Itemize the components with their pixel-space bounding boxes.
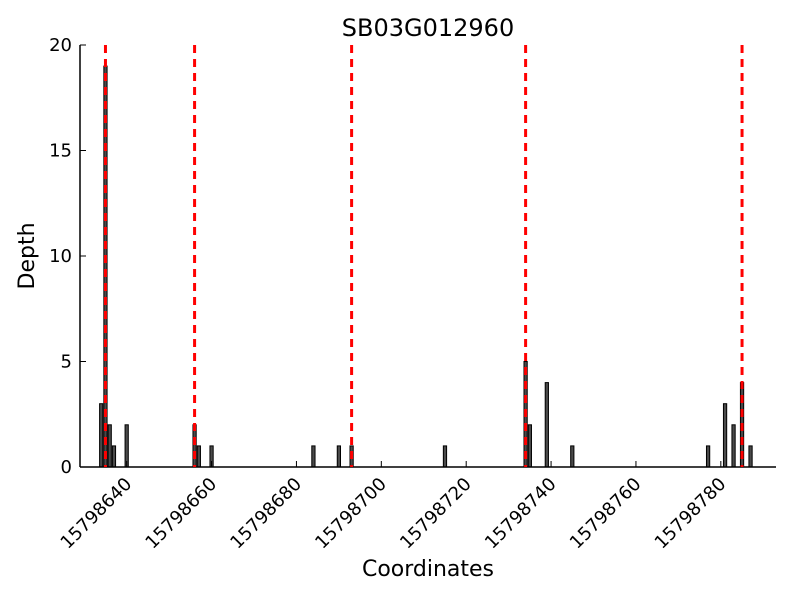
x-tick-label: 15798780 [651,474,731,554]
chart-title: SB03G012960 [342,14,514,42]
bar [705,445,711,468]
x-tick-label: 15798740 [481,474,561,554]
bar [311,445,316,468]
x-tick-label: 15798660 [141,474,221,554]
x-tick-label: 15798640 [57,474,137,554]
bar [196,445,201,468]
bar [107,424,112,468]
marker-lines [103,45,744,467]
y-tick-label: 0 [61,457,72,478]
x-tick-label: 15798680 [226,474,306,554]
bar [544,382,549,468]
bar [99,403,104,468]
y-tick-label: 20 [49,35,72,56]
bar [442,445,448,468]
bar [748,445,753,468]
x-tick-label: 15798700 [311,474,391,554]
x-tick-label: 15798760 [566,474,646,554]
y-tick-label: 15 [49,141,72,162]
bar [124,424,129,468]
bar [103,65,108,468]
x-axis-label: Coordinates [362,557,494,582]
bars [99,65,753,468]
y-tick-label: 10 [49,246,72,267]
bar [527,424,532,468]
y-axis-label: Depth [15,222,40,289]
y-tick-label: 5 [61,352,72,373]
bar [570,445,575,468]
bar [722,403,728,468]
bar [731,424,736,468]
x-tick-label: 15798720 [396,474,476,554]
axes: 0 5 10 15 20 15798640 15798660 15798680 15798700… [49,35,776,553]
bar [192,424,197,468]
bar [336,445,342,468]
bar [111,445,117,468]
